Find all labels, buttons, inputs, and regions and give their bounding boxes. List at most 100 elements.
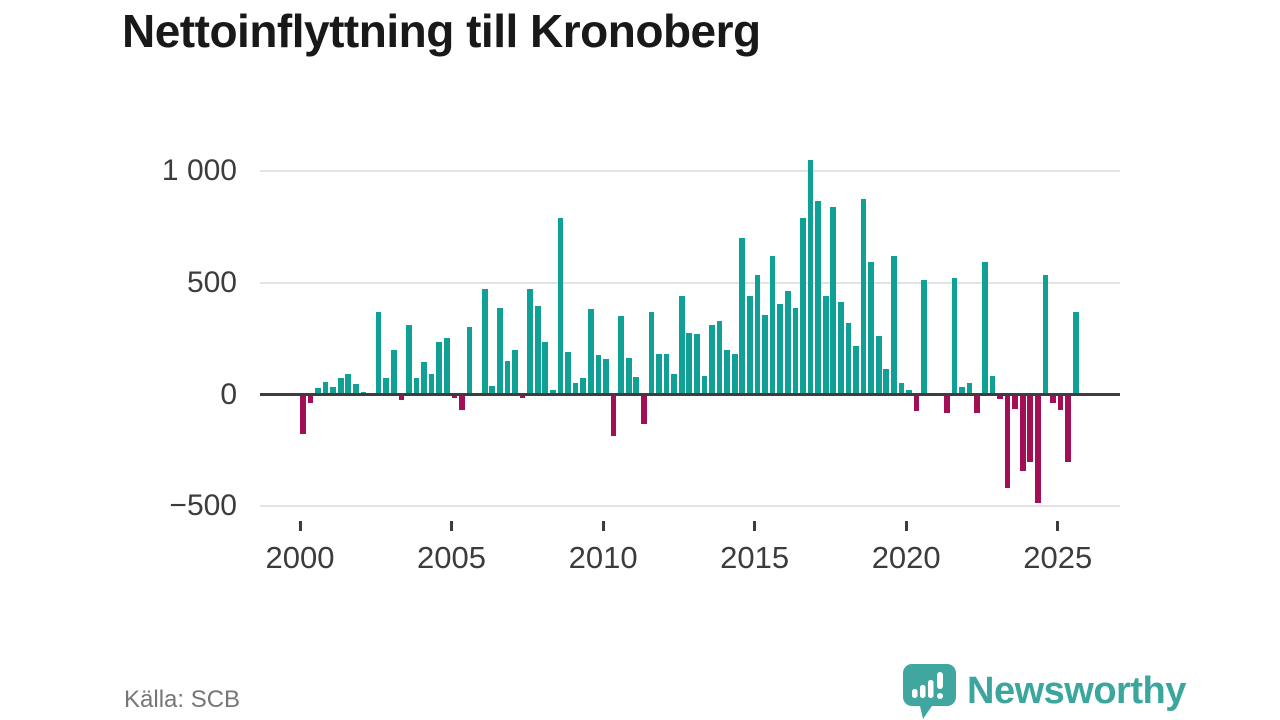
x-tick-label: 2010: [568, 540, 638, 575]
x-tick-label: 2005: [417, 540, 487, 575]
bar: [307, 394, 314, 403]
bar: [390, 349, 397, 395]
bar: [557, 218, 564, 395]
bar: [837, 302, 844, 395]
bar: [1004, 394, 1011, 488]
bar: [618, 316, 624, 395]
bar: [686, 332, 693, 395]
bar: [300, 394, 306, 434]
bar: [860, 198, 867, 395]
bar: [1072, 311, 1079, 395]
bar: [845, 322, 852, 395]
gridline-500: [260, 281, 1120, 284]
bar: [625, 357, 632, 395]
bar: [694, 334, 700, 395]
bar: [337, 378, 344, 395]
bar: [709, 325, 715, 395]
bar: [701, 376, 708, 395]
bar: [989, 376, 996, 395]
bar: [906, 389, 912, 395]
bar: [466, 327, 473, 395]
bar: [875, 336, 882, 395]
bar: [898, 383, 905, 395]
bar: [716, 321, 723, 395]
bar: [807, 159, 814, 395]
bar: [853, 345, 859, 395]
bar: [489, 385, 496, 395]
bar: [883, 369, 890, 395]
bar: [413, 378, 420, 395]
x-tick: [601, 521, 605, 531]
bar: [822, 296, 829, 395]
bar: [784, 291, 791, 395]
zero-axis-line: [260, 393, 1120, 396]
bar: [512, 349, 518, 395]
bar: [1012, 394, 1018, 409]
y-tick-label: −500: [169, 489, 237, 523]
x-tick: [450, 521, 454, 531]
bar: [891, 255, 897, 395]
bar: [595, 354, 602, 395]
bar: [421, 361, 427, 395]
bar: [519, 394, 526, 398]
bar: [671, 374, 677, 395]
bar: [868, 261, 874, 395]
bar: [777, 303, 784, 395]
bar: [610, 394, 617, 437]
bar: [565, 352, 571, 395]
y-tick-label: 1 000: [161, 154, 237, 188]
bar: [527, 288, 533, 395]
bar: [981, 261, 988, 395]
brand-name: Newsworthy: [967, 670, 1186, 712]
y-tick-label: 500: [186, 265, 237, 299]
bar: [451, 394, 458, 398]
y-tick-label: 0: [220, 377, 237, 411]
bar: [345, 373, 352, 395]
bar: [1065, 394, 1071, 462]
bar: [443, 337, 450, 395]
bar: [921, 280, 928, 395]
bar: [633, 377, 640, 395]
bar: [913, 394, 920, 412]
brand-logo: Newsworthy: [902, 663, 1186, 720]
bar: [383, 377, 390, 395]
bar: [603, 358, 609, 395]
chart-title: Nettoinflyttning till Kronoberg: [122, 5, 761, 57]
x-tick: [753, 521, 757, 531]
bar: [322, 382, 329, 395]
bar: [959, 386, 965, 395]
bar: [1042, 275, 1049, 395]
bar: [1019, 394, 1026, 472]
bar: [754, 274, 761, 395]
bar: [436, 341, 443, 395]
bar: [580, 377, 587, 395]
bar: [656, 354, 662, 395]
bar: [428, 373, 435, 395]
x-tick: [904, 521, 908, 531]
bar: [353, 383, 359, 395]
bar: [830, 206, 837, 395]
bar: [572, 382, 579, 395]
x-tick-label: 2000: [265, 540, 335, 575]
bar: [398, 394, 405, 401]
bar: [648, 312, 655, 395]
bar: [1034, 394, 1041, 503]
bar: [504, 360, 511, 395]
bar: [1027, 394, 1034, 462]
bar: [762, 315, 768, 395]
bar: [739, 237, 746, 395]
x-tick-label: 2020: [871, 540, 941, 575]
bar: [542, 342, 549, 395]
bar: [800, 218, 806, 395]
bar: [534, 306, 541, 395]
bar: [769, 256, 776, 395]
bar: [678, 296, 685, 395]
source-label: Källa: SCB: [124, 686, 241, 713]
bar: [815, 201, 821, 395]
bar: [663, 353, 670, 395]
bar: [724, 349, 730, 395]
gridline--500: [260, 505, 1120, 508]
plot-area: [260, 140, 1120, 517]
bar: [731, 353, 738, 395]
bar: [406, 324, 412, 395]
